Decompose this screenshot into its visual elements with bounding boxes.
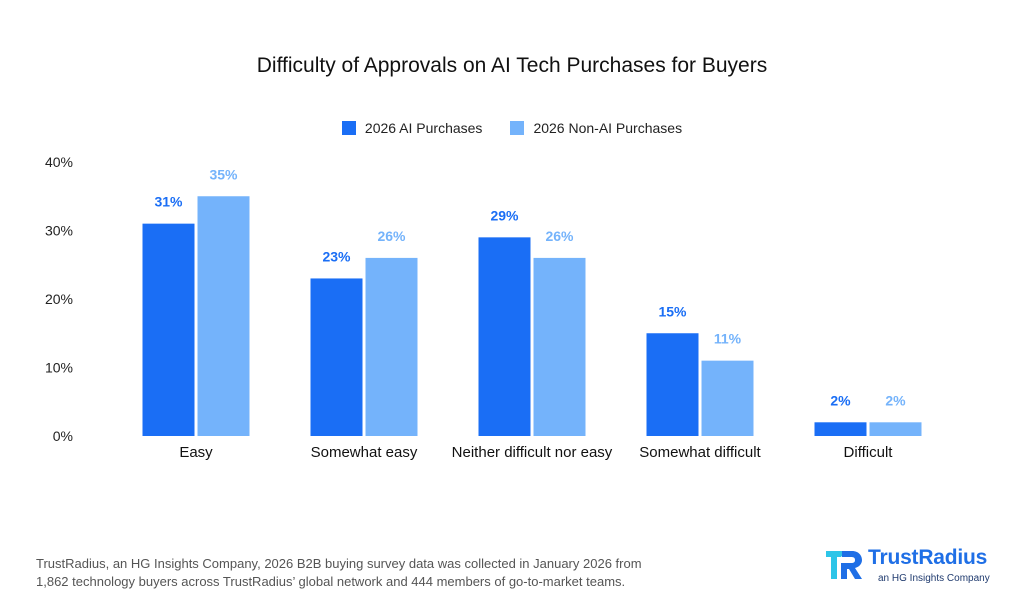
bar (310, 278, 363, 436)
chart-legend: 2026 AI Purchases 2026 Non-AI Purchases (0, 120, 1024, 136)
bar (646, 333, 699, 436)
trustradius-logo-icon (826, 551, 862, 579)
x-tick-label: Somewhat difficult (639, 444, 761, 461)
bar (701, 360, 754, 436)
bar (197, 196, 250, 436)
data-label: 35% (209, 166, 238, 182)
legend-label-non-ai: 2026 Non-AI Purchases (533, 120, 683, 136)
data-label: 2% (830, 392, 851, 408)
trustradius-logo: TrustRadius an HG Insights Company (824, 546, 1004, 586)
logo-tagline: an HG Insights Company (878, 573, 990, 584)
legend-swatch-non-ai (510, 121, 525, 135)
chart-title: Difficulty of Approvals on AI Tech Purch… (256, 54, 768, 77)
y-tick-label: 10% (45, 360, 73, 376)
bar (814, 422, 867, 436)
legend-swatch-ai (341, 121, 356, 135)
y-tick-label: 20% (45, 291, 73, 307)
y-tick-label: 40% (45, 154, 73, 170)
data-label: 29% (490, 207, 519, 223)
bar (142, 223, 195, 436)
data-label: 26% (377, 228, 406, 244)
bar (869, 422, 922, 436)
legend-item-non-ai: 2026 Non-AI Purchases (510, 120, 682, 136)
data-label: 31% (154, 194, 183, 210)
y-tick-label: 30% (45, 223, 73, 239)
footer-line-2: 1,862 technology buyers across TrustRadi… (36, 574, 626, 589)
bar (365, 257, 418, 436)
footer-line-1: TrustRadius, an HG Insights Company, 202… (36, 556, 642, 571)
data-label: 23% (322, 248, 351, 264)
data-label: 2% (885, 392, 906, 408)
legend-label-ai: 2026 AI Purchases (364, 120, 483, 136)
y-tick-label: 0% (53, 428, 73, 444)
x-tick-label: Easy (179, 444, 213, 461)
x-tick-label: Somewhat easy (311, 444, 418, 461)
bar (478, 237, 531, 436)
x-tick-label: Neither difficult nor easy (452, 444, 613, 461)
data-label: 11% (714, 331, 742, 347)
footer-note: TrustRadius, an HG Insights Company, 202… (36, 555, 716, 591)
data-label: 26% (545, 228, 574, 244)
bar (533, 257, 586, 436)
data-label: 15% (658, 303, 687, 319)
legend-item-ai: 2026 AI Purchases (341, 120, 483, 136)
logo-wordmark: TrustRadius (868, 546, 988, 569)
x-tick-label: Difficult (844, 444, 894, 461)
